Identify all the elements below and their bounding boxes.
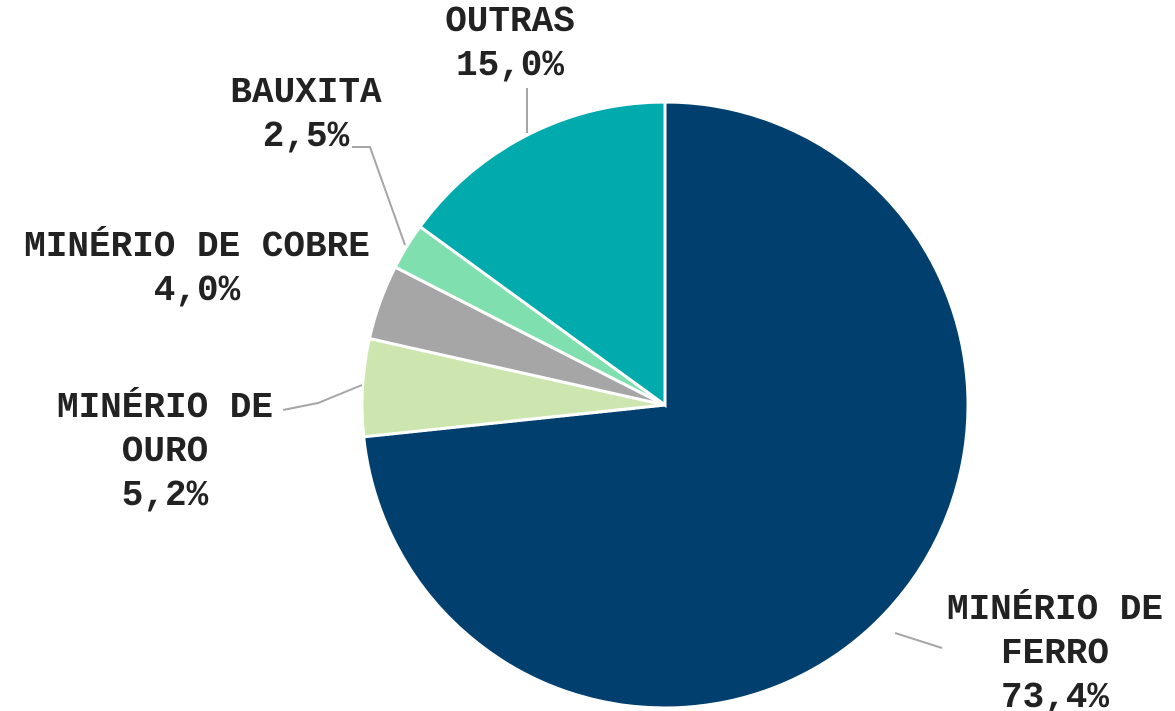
value-label: 4,0% [153, 270, 241, 311]
value-label: 15,0% [455, 45, 565, 86]
value-label: 73,4% [1000, 677, 1110, 711]
category-label: BAUXITA [230, 72, 382, 113]
category-label: MINÉRIO DE FERRO [946, 589, 1164, 674]
leader-line [282, 384, 363, 411]
category-label: OUTRAS [445, 1, 575, 42]
pie-slice [417, 100, 667, 408]
value-label: 5,2% [121, 475, 209, 516]
slice-label: BAUXITA 2,5% [190, 71, 422, 159]
slice-label: MINÉRIO DE FERRO 73,4% [939, 588, 1171, 711]
category-label: MINÉRIO DE OURO [56, 387, 274, 472]
slice-label: MINÉRIO DE COBRE 4,0% [7, 225, 387, 313]
leader-line [352, 146, 406, 246]
value-label: 2,5% [262, 116, 350, 157]
slice-label: MINÉRIO DE OURO 5,2% [49, 386, 281, 518]
category-label: MINÉRIO DE COBRE [24, 226, 370, 267]
leader-line [894, 632, 943, 649]
slice-label: OUTRAS 15,0% [394, 0, 626, 88]
